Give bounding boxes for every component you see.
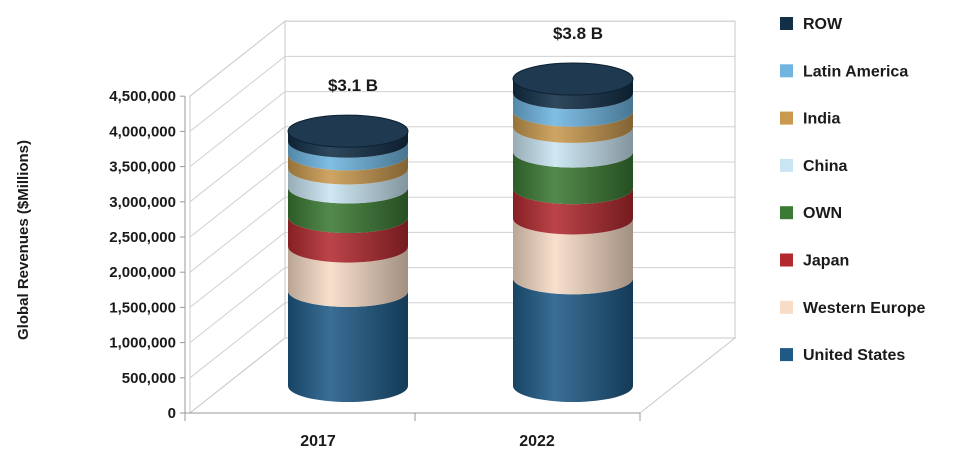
y-tick-label: 0 (168, 405, 176, 422)
bar-segment-own-2017 (288, 187, 408, 234)
y-tick-label: 1,500,000 (109, 299, 176, 316)
floor (188, 337, 737, 414)
legend-label: China (803, 158, 848, 175)
bar-segment-india-2022 (513, 110, 633, 143)
bar-segment-latin-america-2022 (513, 93, 633, 127)
legend-swatch (780, 17, 793, 30)
bar-segment-united-states-2022 (513, 278, 633, 402)
y-tick-label: 4,000,000 (109, 123, 176, 140)
labels: $3.1 B 2017 $3.8 B 2022 (300, 24, 603, 450)
bar-stack-2022 (512, 62, 634, 402)
legend: ROW Latin America India China OWN Japan Wester… (780, 16, 926, 364)
y-axis-title: Global Revenues ($Millions) (15, 140, 32, 340)
legend-swatch (780, 348, 793, 362)
y-tick-label: 3,500,000 (109, 159, 176, 176)
x-tick-label: 2022 (519, 433, 555, 450)
legend-swatch (780, 158, 793, 172)
data-label-total: $3.8 B (553, 24, 603, 43)
y-tick-label: 500,000 (122, 370, 176, 387)
bar-segment-india-2017 (288, 154, 408, 185)
y-tick-label: 2,500,000 (109, 229, 176, 246)
data-label-total: $3.1 B (328, 76, 378, 95)
bar-stack-2017 (287, 114, 409, 402)
bar-top-cap (287, 114, 409, 148)
x-tick-label: 2017 (300, 433, 336, 450)
legend-swatch (780, 253, 793, 267)
bar-segment-japan-2022 (513, 188, 633, 235)
legend-label: OWN (803, 205, 842, 222)
legend-label: ROW (803, 16, 843, 33)
y-axis: 0 500,000 1,000,000 1,500,000 2,000,000 2,500… (15, 88, 641, 422)
legend-swatch (780, 111, 793, 125)
legend-swatch (780, 206, 793, 220)
bars (287, 62, 634, 402)
bar-segment-row-2022 (513, 79, 633, 110)
gridline (189, 20, 735, 97)
bar-segment-china-2017 (288, 168, 408, 204)
legend-swatch (780, 64, 793, 78)
y-tick-label: 4,500,000 (109, 88, 176, 105)
y-tick-label: 1,000,000 (109, 335, 176, 352)
bar-segment-japan-2017 (288, 217, 408, 263)
legend-swatch (780, 300, 793, 314)
bar-segment-china-2022 (513, 126, 633, 168)
bar-segment-latin-america-2017 (288, 141, 408, 171)
bar-segment-own-2022 (513, 151, 633, 205)
y-tick-label: 3,000,000 (109, 194, 176, 211)
bar-segment-row-2017 (288, 131, 408, 158)
legend-label: United States (803, 347, 905, 364)
chart-walls (188, 20, 737, 415)
bar-top-cap (512, 62, 634, 96)
bar-segment-western-europe-2017 (288, 246, 408, 307)
legend-label: India (803, 111, 840, 128)
gridline (189, 55, 735, 132)
y-tick-label: 2,000,000 (109, 264, 176, 281)
legend-label: Western Europe (803, 300, 926, 317)
legend-label: Latin America (803, 63, 908, 80)
legend-label: Japan (803, 253, 849, 270)
bar-segment-united-states-2017 (288, 290, 408, 402)
bar-segment-western-europe-2022 (513, 218, 633, 295)
